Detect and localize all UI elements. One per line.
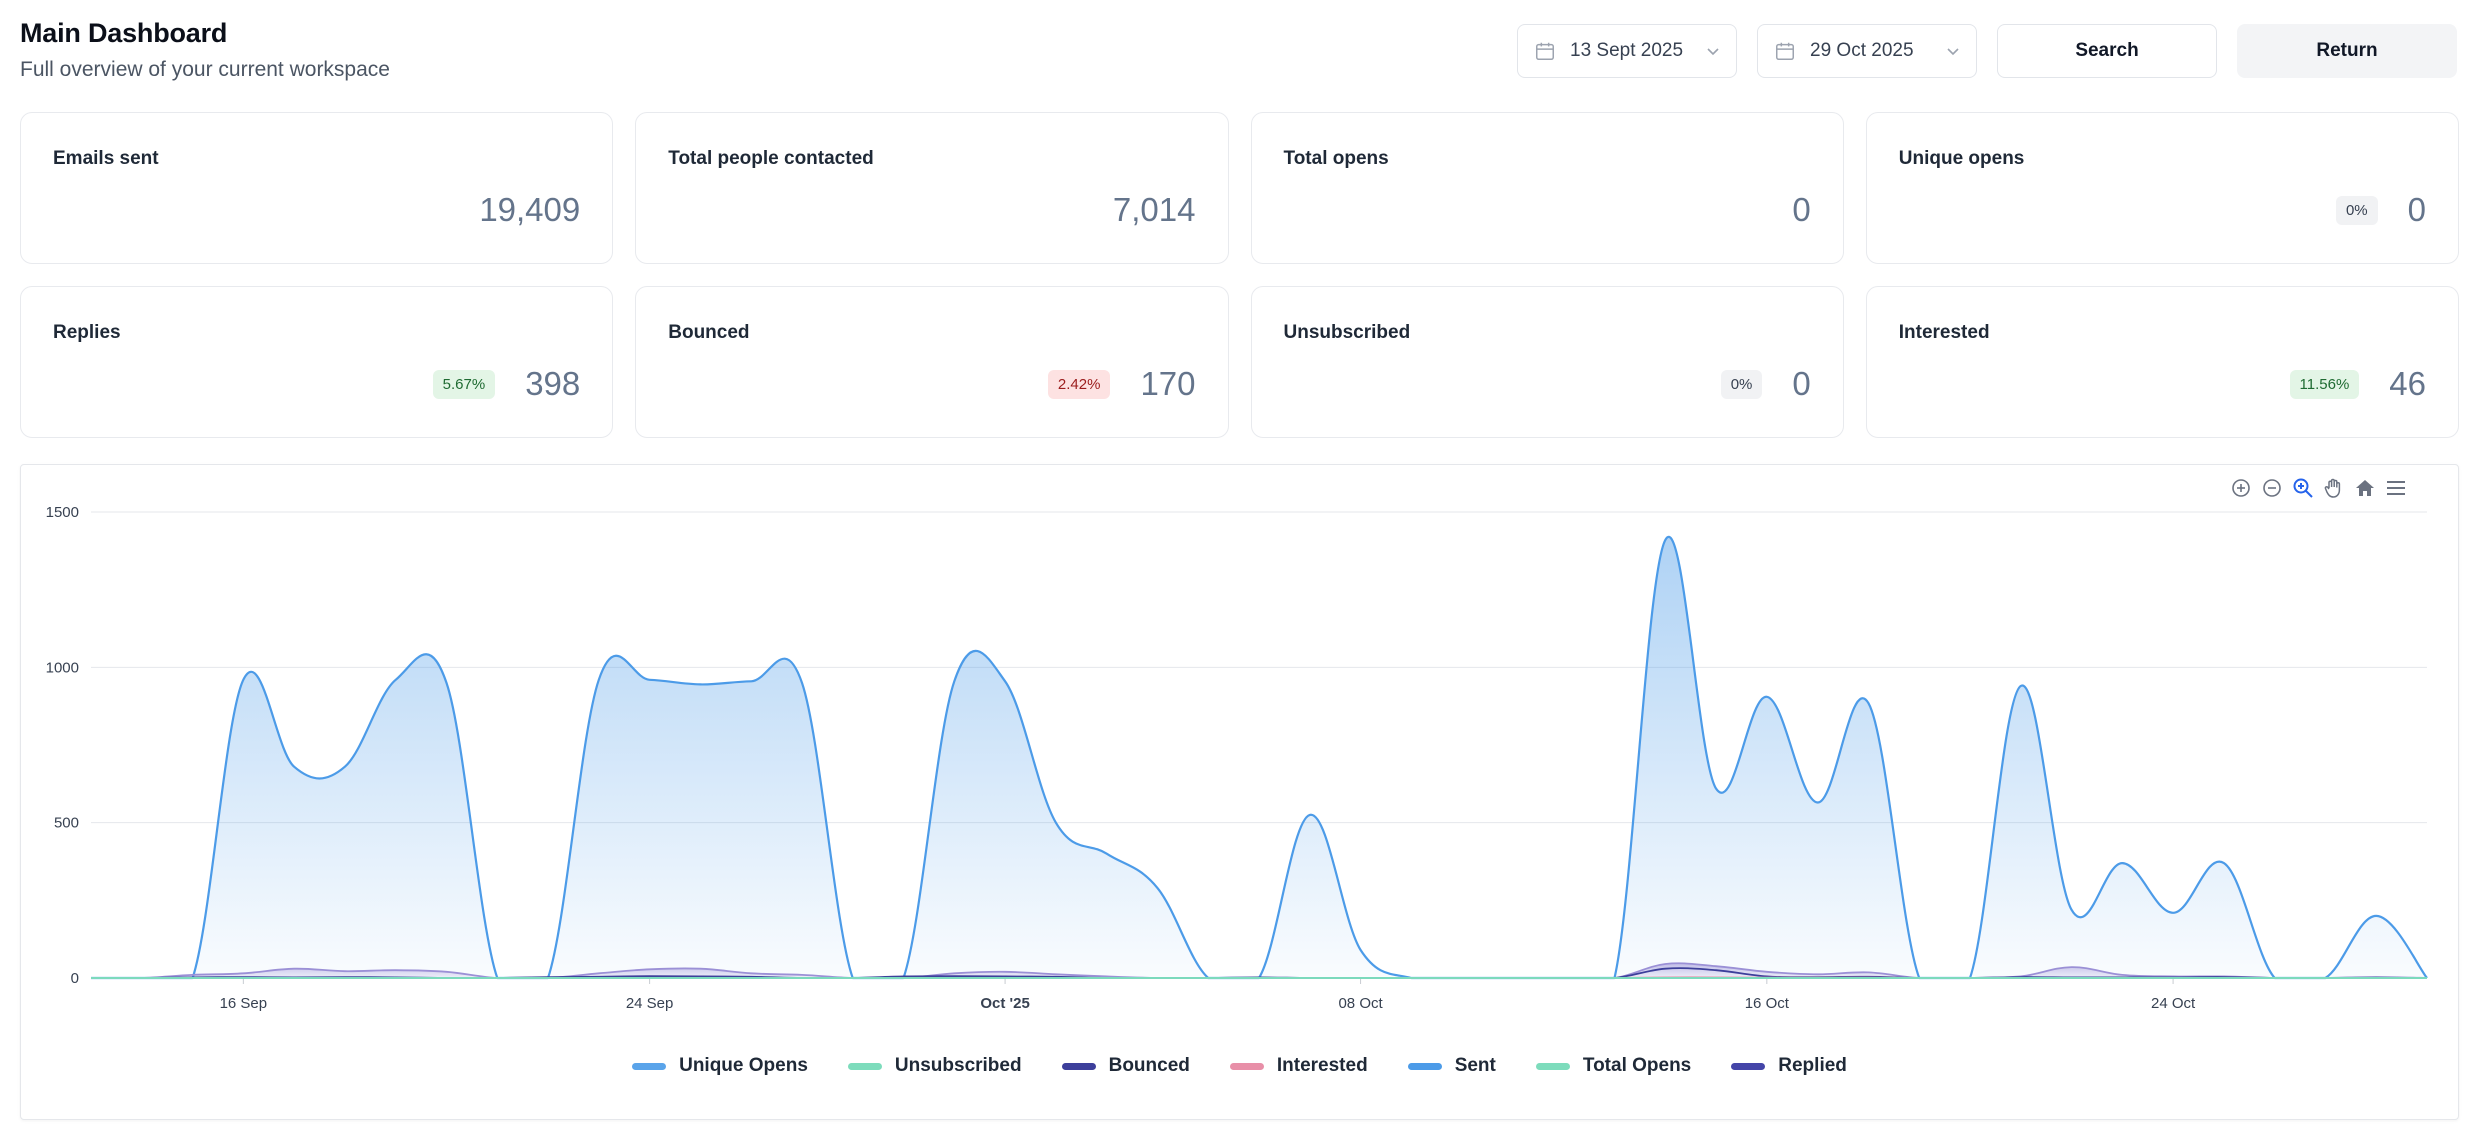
end-date-value: 29 Oct 2025 [1810, 40, 1914, 61]
page-subtitle: Full overview of your current workspace [20, 58, 390, 81]
legend-swatch [1061, 1062, 1096, 1070]
stat-value: 46 [2389, 365, 2426, 402]
percentage-badge: 0% [1720, 369, 1763, 399]
legend-swatch [1407, 1062, 1442, 1070]
x-tick-label: 24 Sep [626, 995, 674, 1012]
legend-swatch [1229, 1062, 1264, 1070]
page-header: Main Dashboard Full overview of your cur… [20, 18, 390, 82]
legend-label: Unsubscribed [894, 1055, 1022, 1076]
stat-label: Total opens [1283, 148, 1389, 169]
end-date-picker[interactable]: 29 Oct 2025 [1757, 24, 1977, 78]
chart-toolbar [2229, 476, 2408, 500]
x-tick-label: Oct '25 [980, 995, 1029, 1012]
pan-hand-icon[interactable] [2322, 476, 2346, 500]
header-controls: 13 Sept 2025 29 Oct 2025 Search Return [1517, 24, 2457, 78]
legend-label: Unique Opens [679, 1055, 808, 1076]
legend-item-unique-opens[interactable]: Unique Opens [632, 1055, 808, 1077]
x-tick-label: 16 Oct [1745, 995, 1790, 1012]
activity-chart: 0 500 1000 1500 16 Sep 24 Sep Oct '25 08 Oct 16 … [20, 464, 2459, 1120]
legend-item-interested[interactable]: Interested [1229, 1055, 1368, 1077]
stat-label: Unique opens [1898, 148, 2025, 169]
percentage-badge: 2.42% [1047, 369, 1111, 399]
legend-item-total-opens[interactable]: Total Opens [1535, 1055, 1692, 1077]
start-date-value: 13 Sept 2025 [1570, 40, 1684, 61]
y-tick-label: 0 [71, 970, 79, 987]
stat-card-people-contacted: Total people contacted 7,014 [635, 112, 1229, 264]
legend-label: Interested [1276, 1055, 1368, 1076]
x-tick-label: 24 Oct [2151, 995, 2196, 1012]
stat-label: Bounced [668, 322, 750, 343]
selection-zoom-icon[interactable] [2291, 476, 2315, 500]
legend-swatch [1731, 1062, 1766, 1070]
stats-grid: Emails sent 19,409 Total people contacte… [20, 112, 2459, 438]
start-date-picker[interactable]: 13 Sept 2025 [1517, 24, 1737, 78]
stat-label: Unsubscribed [1283, 322, 1411, 343]
y-tick-label: 500 [54, 815, 79, 832]
series-area-replied [91, 963, 2427, 978]
stat-value: 0 [1792, 365, 1811, 402]
legend-label: Total Opens [1582, 1055, 1692, 1076]
stat-card-unique-opens: Unique opens 0% 0 [1865, 112, 2459, 264]
calendar-icon [1776, 42, 1794, 60]
page-title: Main Dashboard [20, 18, 228, 48]
stat-card-interested: Interested 11.56% 46 [1865, 286, 2459, 438]
legend-swatch [847, 1062, 882, 1070]
chart-canvas: 0 500 1000 1500 16 Sep 24 Sep Oct '25 08 Oct 16 … [46, 504, 2428, 1012]
x-tick-label: 16 Sep [220, 995, 268, 1012]
stat-card-unsubscribed: Unsubscribed 0% 0 [1250, 286, 1844, 438]
percentage-badge: 11.56% [2289, 369, 2360, 399]
stat-card-bounced: Bounced 2.42% 170 [635, 286, 1229, 438]
series-area-sent [91, 536, 2427, 978]
legend-label: Sent [1454, 1055, 1496, 1076]
chevron-down-icon [1947, 48, 1959, 56]
percentage-badge: 0% [2335, 195, 2378, 225]
home-reset-icon[interactable] [2353, 476, 2377, 500]
search-button[interactable]: Search [1997, 24, 2217, 78]
stat-card-total-opens: Total opens 0 [1250, 112, 1844, 264]
y-tick-label: 1000 [46, 659, 79, 676]
legend-label: Bounced [1108, 1055, 1190, 1076]
legend-item-replied[interactable]: Replied [1731, 1055, 1847, 1077]
zoom-in-icon[interactable] [2229, 476, 2253, 500]
stat-card-replies: Replies 5.67% 398 [20, 286, 614, 438]
menu-icon[interactable] [2384, 476, 2408, 500]
legend-swatch [632, 1062, 667, 1070]
zoom-out-icon[interactable] [2260, 476, 2284, 500]
legend-swatch [1535, 1062, 1570, 1070]
calendar-icon [1536, 42, 1554, 60]
series-line-sent[interactable] [91, 535, 2428, 980]
percentage-badge: 5.67% [432, 369, 496, 399]
chart-legend: Unique Opens Unsubscribed Bounced Intereste… [21, 1055, 2458, 1077]
stat-label: Total people contacted [668, 148, 874, 169]
legend-item-sent[interactable]: Sent [1407, 1055, 1496, 1077]
chevron-down-icon [1707, 48, 1719, 56]
stat-value: 398 [525, 365, 581, 402]
x-tick-label: 08 Oct [1338, 995, 1383, 1012]
y-tick-label: 1500 [46, 504, 79, 521]
legend-item-unsubscribed[interactable]: Unsubscribed [847, 1055, 1022, 1077]
stat-label: Interested [1898, 322, 1990, 343]
stat-value: 7,014 [1112, 191, 1196, 228]
return-button[interactable]: Return [2237, 24, 2457, 78]
legend-item-bounced[interactable]: Bounced [1061, 1055, 1190, 1077]
stat-value: 0 [2407, 191, 2426, 228]
stat-card-emails-sent: Emails sent 19,409 [20, 112, 614, 264]
stat-value: 19,409 [479, 191, 581, 228]
stat-label: Emails sent [53, 148, 159, 169]
stat-label: Replies [53, 322, 121, 343]
stat-value: 170 [1140, 365, 1196, 402]
stat-value: 0 [1792, 191, 1811, 228]
legend-label: Replied [1778, 1055, 1847, 1076]
